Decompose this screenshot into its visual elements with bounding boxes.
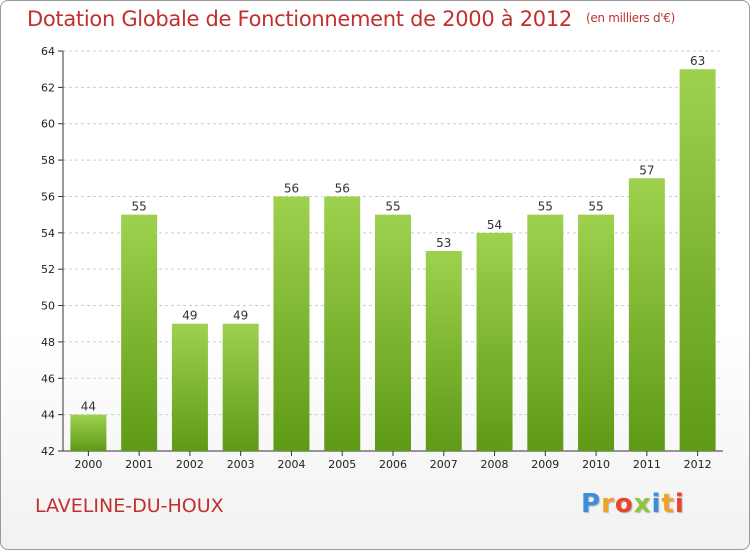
bar-2003	[222, 323, 259, 451]
y-tick-label: 48	[41, 336, 55, 349]
x-tick-label-2004: 2004	[277, 458, 305, 471]
x-tick-label-2012: 2012	[684, 458, 712, 471]
bar-2008	[476, 232, 513, 451]
logo-letter: i	[674, 489, 685, 519]
logo-letter: i	[651, 489, 662, 519]
y-tick-label: 50	[41, 300, 55, 313]
y-tick-label: 52	[41, 263, 55, 276]
x-tick-label-2006: 2006	[379, 458, 407, 471]
logo-letter: x	[633, 489, 652, 519]
data-label-2003: 49	[233, 309, 248, 323]
bar-2009	[527, 214, 564, 451]
data-label-2011: 57	[639, 163, 654, 177]
x-tick-label-2005: 2005	[328, 458, 356, 471]
commune-name: LAVELINE-DU-HOUX	[35, 495, 224, 517]
bar-2001	[121, 214, 158, 451]
y-tick-label: 64	[41, 45, 55, 58]
bar-2000	[70, 414, 107, 451]
bar-2006	[375, 214, 411, 451]
logo-letter: t	[661, 489, 675, 519]
x-tick-label-2009: 2009	[531, 458, 559, 471]
bar-2005	[324, 196, 361, 451]
y-tick-label: 42	[41, 445, 55, 458]
x-tick-label-2007: 2007	[430, 458, 458, 471]
data-label-2012: 63	[690, 54, 705, 68]
data-label-2006: 55	[385, 200, 400, 214]
data-label-2004: 56	[284, 181, 299, 195]
data-label-2002: 49	[182, 309, 197, 323]
logo-letter: P	[581, 489, 602, 519]
bar-2002	[171, 323, 208, 451]
x-tick-label-2000: 2000	[74, 458, 102, 471]
y-tick-label: 46	[41, 372, 55, 385]
y-tick-label: 44	[41, 409, 55, 422]
x-tick-label-2001: 2001	[125, 458, 153, 471]
x-tick-label-2003: 2003	[227, 458, 255, 471]
data-label-2005: 56	[335, 181, 350, 195]
data-label-2008: 54	[487, 218, 502, 232]
data-label-2009: 55	[538, 200, 553, 214]
y-tick-label: 58	[41, 154, 55, 167]
y-tick-label: 56	[41, 190, 55, 203]
bar-2011	[628, 178, 665, 452]
data-label-2007: 53	[436, 236, 451, 250]
x-tick-label-2011: 2011	[633, 458, 661, 471]
y-tick-label: 54	[41, 227, 55, 240]
y-tick-label: 62	[41, 81, 55, 94]
y-tick-label: 60	[41, 118, 55, 131]
data-label-2000: 44	[81, 400, 96, 414]
labels: 42 44 46 48 50 52 54 56 58 60 62 64 44 2000 55 2001 49 20…	[41, 45, 712, 471]
logo-letter: r	[601, 489, 615, 519]
chart-unit-label: (en milliers d'€)	[585, 11, 675, 25]
x-tick-label-2002: 2002	[176, 458, 204, 471]
data-label-2010: 55	[588, 200, 603, 214]
bar-2012	[679, 69, 716, 451]
logo-letter: o	[614, 489, 634, 519]
x-tick-label-2010: 2010	[582, 458, 610, 471]
proxiti-logo: Proxiti	[581, 489, 685, 519]
bar-2007	[425, 251, 462, 451]
x-tick-label-2008: 2008	[481, 458, 509, 471]
bar-2004	[273, 196, 310, 451]
bar-2010	[578, 214, 615, 451]
data-label-2001: 55	[132, 200, 147, 214]
bars	[70, 69, 716, 452]
chart-title-text: Dotation Globale de Fonctionnement de 20…	[27, 7, 572, 31]
chart-title: Dotation Globale de Fonctionnement de 20…	[27, 7, 675, 31]
